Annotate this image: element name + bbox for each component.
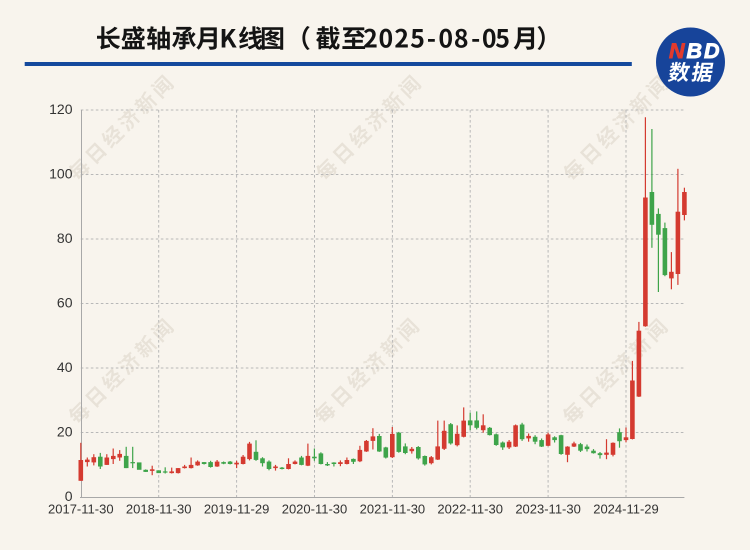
svg-text:2017-11-30: 2017-11-30	[48, 502, 114, 517]
svg-text:2020-11-30: 2020-11-30	[282, 502, 348, 517]
svg-text:2022-11-30: 2022-11-30	[437, 502, 503, 517]
svg-text:BD: BD	[687, 39, 722, 63]
svg-text:20: 20	[57, 423, 73, 439]
svg-text:2021-11-30: 2021-11-30	[360, 502, 426, 517]
svg-text:2019-11-29: 2019-11-29	[204, 502, 270, 517]
svg-text:40: 40	[57, 359, 73, 375]
svg-text:120: 120	[49, 101, 73, 117]
svg-text:60: 60	[57, 294, 73, 310]
svg-text:80: 80	[57, 230, 73, 246]
svg-text:N: N	[669, 39, 687, 63]
svg-text:2024-11-29: 2024-11-29	[593, 502, 659, 517]
svg-text:0: 0	[65, 488, 73, 504]
svg-text:100: 100	[49, 165, 73, 181]
svg-text:2018-11-30: 2018-11-30	[126, 502, 192, 517]
svg-text:2023-11-30: 2023-11-30	[515, 502, 581, 517]
